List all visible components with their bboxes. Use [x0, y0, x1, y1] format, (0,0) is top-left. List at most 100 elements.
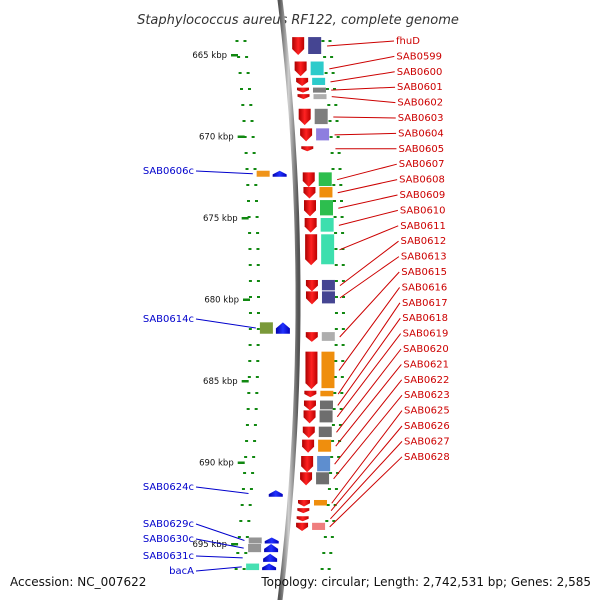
forward-gene-arrow	[296, 77, 309, 86]
track-dot	[334, 280, 338, 282]
track-dot	[332, 184, 336, 186]
track-dot	[341, 280, 345, 282]
forward-gene-arrow	[305, 332, 318, 342]
forward-gene-arrow	[302, 439, 315, 453]
track-dot	[341, 328, 345, 330]
cog-color-block	[318, 439, 332, 452]
track-dot	[333, 392, 337, 394]
track-dot	[254, 408, 258, 410]
gene-label-forward: SAB0627	[404, 436, 450, 447]
cog-color-block	[321, 332, 335, 341]
track-dot	[251, 472, 255, 474]
track-dot	[341, 360, 345, 362]
track-dot	[341, 312, 345, 314]
scale-tick-label: 665 kbp	[192, 51, 227, 61]
track-dot	[329, 472, 333, 474]
cog-color-block	[321, 291, 335, 304]
track-dot	[328, 120, 332, 122]
track-dot	[323, 536, 327, 538]
gene-label-leader	[336, 163, 397, 181]
cog-color-block	[319, 400, 333, 410]
track-dot	[340, 216, 344, 218]
track-dot	[252, 152, 256, 154]
track-dot	[331, 424, 335, 426]
forward-gene-arrow	[305, 291, 318, 305]
track-dot	[252, 456, 256, 458]
gene-label-forward: SAB0616	[402, 282, 448, 293]
track-dot	[330, 456, 334, 458]
accession-text: Accession: NC_007622	[10, 575, 146, 589]
track-dot	[334, 344, 338, 346]
gene-label-leader	[338, 287, 401, 371]
forward-gene-arrow	[304, 390, 317, 398]
forward-gene-arrow	[294, 61, 307, 77]
track-dot	[246, 184, 250, 186]
cog-color-block	[320, 390, 334, 397]
gene-label-leader	[329, 456, 403, 528]
track-dot	[253, 440, 257, 442]
gene-label-reverse: SAB0630c	[143, 534, 194, 545]
gene-label-forward: SAB0625	[404, 406, 450, 417]
gene-label-leader	[333, 116, 396, 119]
track-dot	[241, 104, 245, 106]
track-dot	[256, 328, 260, 330]
track-dot	[334, 328, 338, 330]
cog-color-block	[316, 472, 330, 485]
track-dot	[329, 136, 333, 138]
track-dot	[333, 376, 337, 378]
track-dot	[248, 264, 252, 266]
track-dot	[253, 424, 257, 426]
track-dot	[337, 152, 341, 154]
track-dot	[332, 520, 336, 522]
cog-color-block	[246, 563, 260, 571]
track-dot	[330, 536, 334, 538]
track-dot	[334, 312, 338, 314]
track-dot	[341, 264, 345, 266]
track-dot	[253, 168, 257, 170]
track-dot	[241, 488, 245, 490]
gene-label-leader	[338, 194, 398, 209]
track-dot	[245, 56, 249, 58]
cog-color-block	[312, 87, 326, 93]
scale-tick-label: 685 kbp	[203, 377, 238, 387]
track-dot	[243, 472, 247, 474]
track-dot	[333, 216, 337, 218]
forward-gene-arrow	[305, 279, 318, 292]
track-dot	[333, 200, 336, 202]
gene-label-reverse: bacA	[169, 566, 194, 577]
gene-label-leader	[195, 555, 243, 559]
gene-label-forward: SAB0599	[396, 51, 442, 62]
cog-color-block	[248, 544, 262, 553]
track-dot	[334, 488, 338, 490]
cog-color-block	[313, 94, 327, 100]
forward-gene-arrow	[302, 426, 315, 439]
gene-label-leader	[336, 348, 402, 433]
map-title: Staphylococcus aureus RF122, complete ge…	[137, 13, 459, 28]
track-dot	[246, 72, 250, 74]
track-dot	[339, 184, 343, 186]
track-dot	[240, 88, 244, 90]
track-dot	[248, 232, 252, 234]
gene-label-forward: SAB0602	[397, 98, 443, 109]
cog-color-block	[308, 37, 322, 54]
gene-label-leader	[330, 441, 403, 520]
cog-color-block	[318, 172, 332, 187]
cog-color-block	[320, 200, 334, 216]
track-dot	[248, 280, 252, 282]
track-dot	[321, 40, 325, 42]
cog-color-block	[319, 187, 333, 198]
gene-label-reverse: SAB0631c	[143, 551, 194, 562]
forward-gene-arrow	[296, 87, 309, 93]
reverse-gene-arrow	[264, 544, 279, 553]
gene-label-leader	[334, 132, 397, 136]
gene-label-forward: SAB0622	[404, 375, 450, 386]
gene-label-leader	[329, 55, 395, 70]
track-dot	[250, 120, 254, 122]
track-dot	[326, 88, 330, 90]
gene-label-reverse: SAB0629c	[143, 519, 194, 530]
gene-label-forward: SAB0618	[402, 313, 448, 324]
cog-color-block	[320, 218, 334, 232]
track-dot	[323, 56, 327, 58]
reverse-gene-arrow	[263, 553, 278, 562]
